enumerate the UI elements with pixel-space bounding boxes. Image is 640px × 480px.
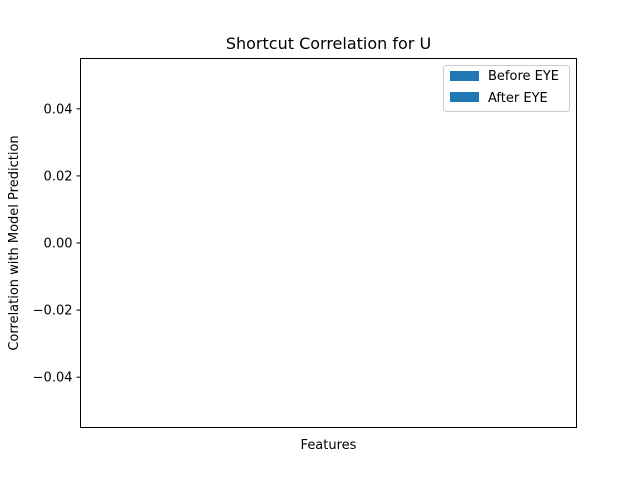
y-axis-label: Correlation with Model Prediction	[7, 135, 22, 350]
y-tick-label: −0.02	[33, 304, 73, 319]
y-axis-ticks: 0.04 0.02 0.00 −0.02 −0.04	[33, 102, 81, 386]
y-tick-label: 0.02	[44, 169, 73, 184]
plot-area	[80, 58, 577, 428]
legend-swatch-before-eye	[450, 71, 479, 81]
y-tick-label: −0.04	[33, 371, 73, 386]
chart-title: Shortcut Correlation for U	[226, 34, 431, 53]
legend-label-before-eye: Before EYE	[488, 69, 559, 84]
x-axis-label: Features	[301, 438, 357, 453]
y-tick-label: 0.00	[44, 237, 73, 252]
y-tick-label: 0.04	[44, 102, 73, 117]
legend-label-after-eye: After EYE	[488, 91, 548, 106]
legend: Before EYE After EYE	[443, 65, 570, 112]
legend-swatch-after-eye	[450, 92, 479, 102]
